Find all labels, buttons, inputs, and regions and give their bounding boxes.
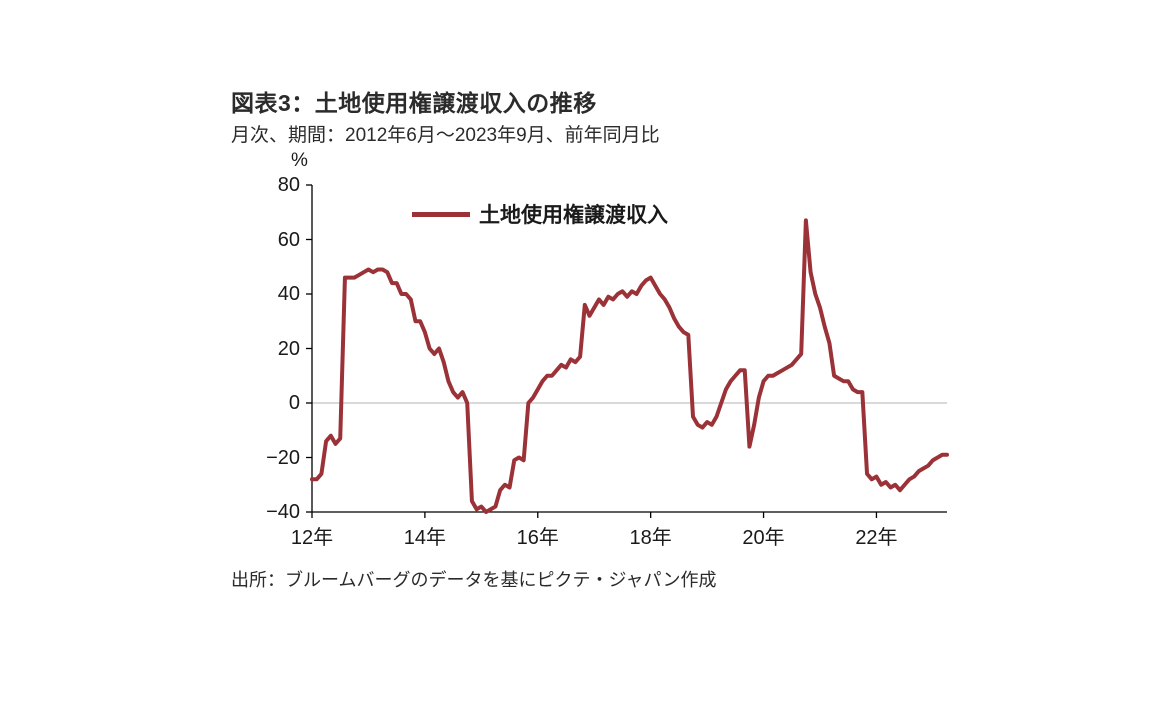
- x-axis-tick-label: 12年: [290, 527, 334, 549]
- chart-subtitle: 月次、期間：2012年6月～2023年9月、前年同月比: [231, 125, 660, 146]
- y-axis-tick-label: 20: [277, 337, 300, 360]
- x-axis-tick-label: 16年: [516, 527, 559, 549]
- plot-area: 80 60 40 20 0 −20 −40 12年 14年 16年 18年 20年 22年 土地使用権…: [266, 174, 949, 549]
- y-axis-tick-label: −20: [266, 446, 300, 469]
- source-note: 出所：ブルームバーグのデータを基にピクテ・ジャパン作成: [231, 570, 717, 590]
- y-axis-tick-label: 40: [277, 283, 300, 305]
- x-axis-tick-label: 18年: [629, 527, 672, 549]
- x-axis-tick-label: 20年: [742, 527, 785, 549]
- legend: 土地使用権譲渡収入: [412, 199, 668, 229]
- legend-line-swatch: [412, 211, 470, 217]
- y-axis-unit-label: %: [291, 150, 308, 171]
- y-axis-tick-label: 80: [277, 174, 300, 196]
- y-axis-tick-label: 60: [277, 228, 300, 251]
- line-chart-svg: [306, 184, 949, 518]
- data-line: [310, 218, 949, 514]
- legend-label: 土地使用権譲渡収入: [479, 204, 668, 227]
- y-axis-tick-label: −40: [266, 501, 300, 523]
- x-axis-tick-label: 22年: [855, 527, 898, 549]
- y-axis-labels: 80 60 40 20 0 −20 −40: [240, 174, 300, 523]
- x-axis-tick-label: 14年: [403, 527, 446, 549]
- x-axis-labels: 12年 14年 16年 18年 20年 22年: [291, 512, 947, 552]
- chart-title: 図表3：土地使用権譲渡収入の推移: [231, 90, 597, 116]
- y-axis-tick-label: 0: [288, 392, 300, 414]
